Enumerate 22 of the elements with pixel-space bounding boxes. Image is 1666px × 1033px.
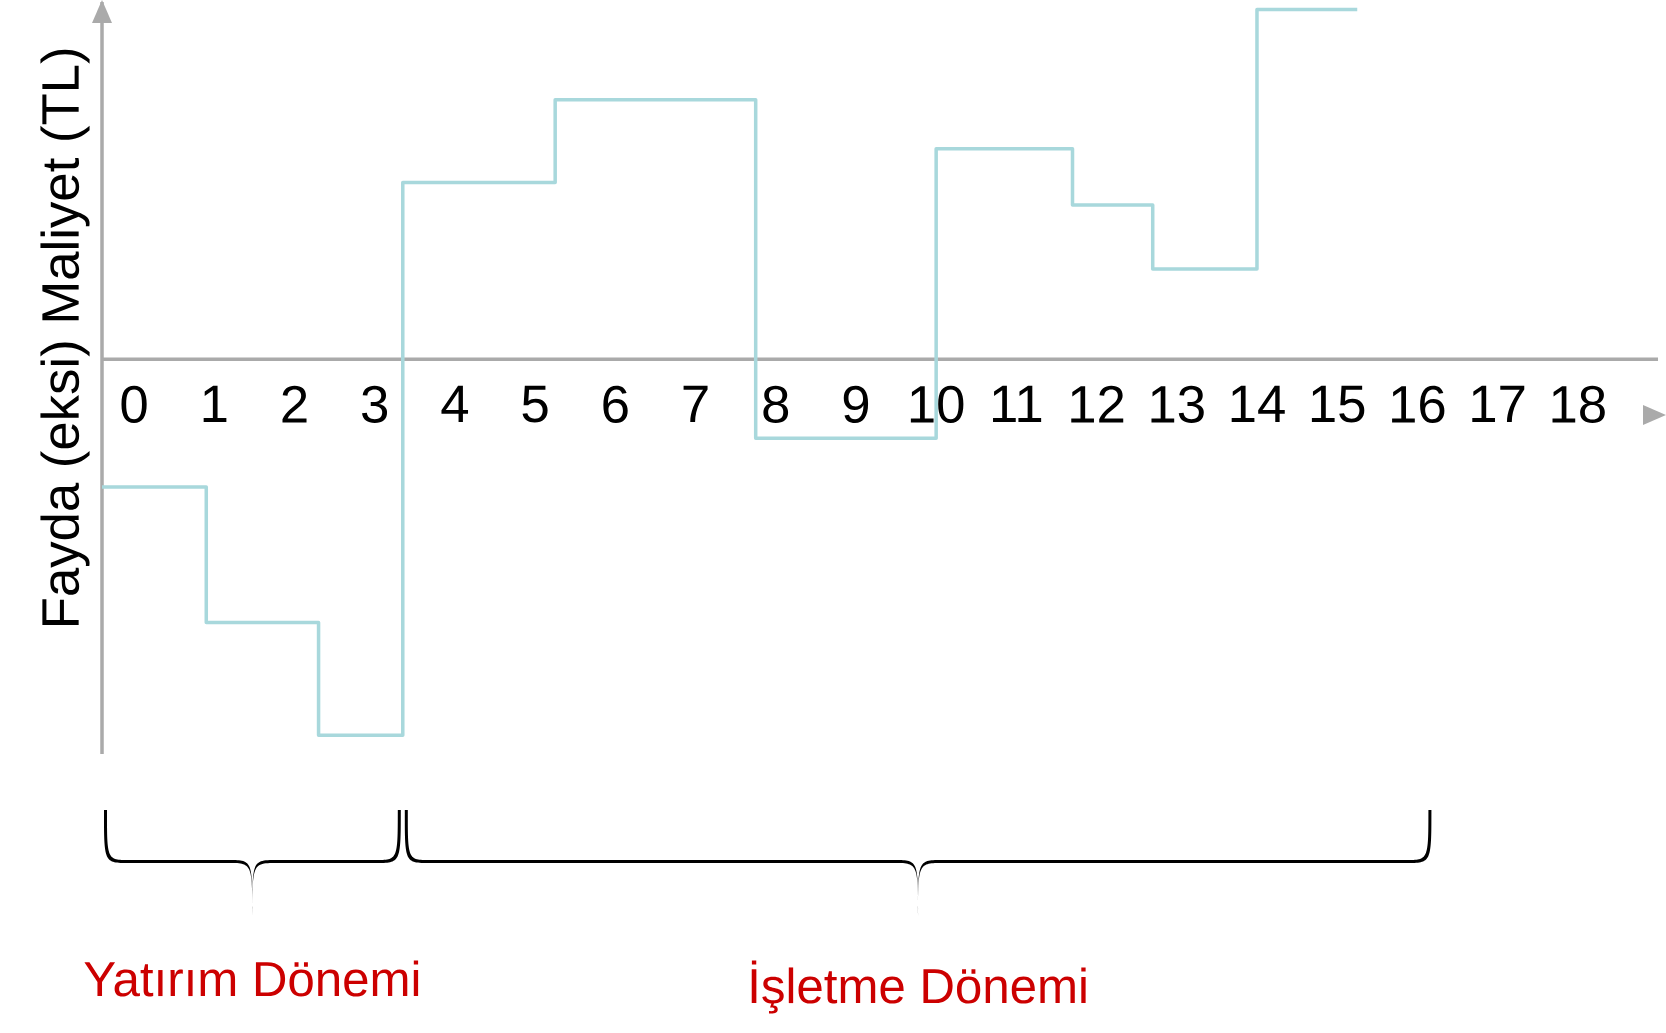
x-tick-label: 8 <box>763 385 789 423</box>
x-tick-label: 0 <box>121 385 147 423</box>
x-tick-label: 18 <box>1552 385 1605 423</box>
x-tick-label: 13 <box>1151 385 1204 423</box>
x-tick-label: 15 <box>1311 385 1365 423</box>
x-tick-label: 11 <box>993 385 1042 422</box>
x-tick-label: 2 <box>282 385 307 423</box>
x-tick-label: 1 <box>203 385 227 422</box>
text: İşletme Dönemi <box>751 960 1086 1014</box>
x-tick-label: 17 <box>1472 385 1525 422</box>
y-axis-title: Fayda (eksi) Maliyet (TL) <box>40 49 90 625</box>
x-tick-label: 10 <box>910 385 964 423</box>
x-tick-label: 5 <box>522 385 548 423</box>
x-tick-label: 7 <box>683 385 708 422</box>
x-tick-label: 9 <box>843 385 869 423</box>
x-tick-label: 12 <box>1071 385 1124 423</box>
text: Yatırım Dönemi <box>84 960 419 997</box>
x-tick-label: 14 <box>1231 385 1285 422</box>
x-tick-label: 4 <box>441 385 469 422</box>
x-tick-label: 6 <box>603 385 628 423</box>
x-tick-label: 3 <box>362 385 388 423</box>
x-tick-label: 16 <box>1392 385 1445 423</box>
